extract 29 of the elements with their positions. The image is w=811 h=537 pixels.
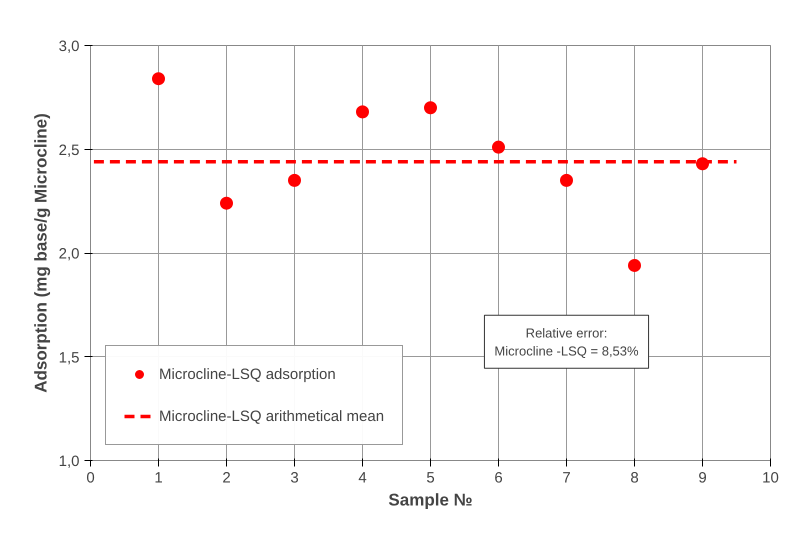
y-tick-label: 2,5 [58, 142, 80, 159]
annotation: Relative error: Microcline -LSQ = 8,53% [494, 325, 640, 358]
x-tick-label: 10 [762, 470, 779, 486]
x-tick-label: 8 [630, 470, 639, 486]
x-tick-label: 1 [154, 470, 163, 486]
point [288, 174, 301, 187]
x-axis-title: Sample № [388, 490, 473, 510]
y-tick-label: 2,0 [58, 246, 80, 262]
x-tick-label: 7 [562, 470, 571, 486]
point [356, 105, 369, 118]
point [492, 140, 505, 154]
point [628, 258, 641, 272]
y-tick-label: 1,5 [58, 349, 80, 366]
y-tick-label: 1,0 [58, 453, 80, 470]
x-tick-label: 9 [698, 470, 707, 486]
point [220, 196, 233, 210]
point [560, 174, 573, 187]
legend-label: Microcline-LSQ arithmetical mean [159, 408, 384, 424]
x-tick-label: 6 [494, 470, 503, 486]
point [152, 72, 165, 86]
x-tick-label: 0 [86, 470, 95, 486]
x-tick-label: 2 [222, 470, 231, 486]
legend-label: Microcline-LSQ adsorption [159, 366, 336, 382]
x-tick-label: 3 [290, 470, 299, 486]
x-tick-label: 4 [358, 470, 367, 486]
point [424, 101, 437, 114]
y-tick-label: 3,0 [58, 38, 80, 55]
x-tick-label: 5 [426, 470, 435, 486]
y-axis-title: Adsorption (mg base/g Microcline) [32, 113, 51, 393]
